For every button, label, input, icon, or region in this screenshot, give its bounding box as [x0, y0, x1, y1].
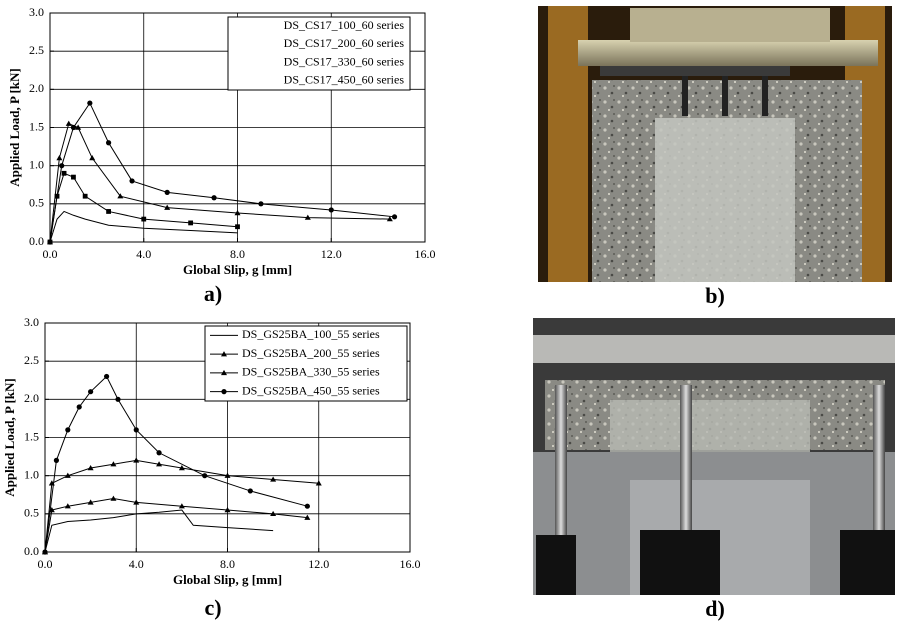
y-tick-label: 3.0	[29, 5, 44, 19]
marker	[56, 155, 62, 160]
y-axis-label: Applied Load, P [kN]	[2, 378, 17, 496]
series-line	[50, 103, 395, 242]
legend-label: DS_CS17_330_60 series	[284, 54, 405, 68]
y-tick-label: 2.5	[24, 353, 39, 367]
marker	[134, 427, 139, 432]
y-tick-label: 2.0	[24, 391, 39, 405]
x-tick-label: 16.0	[415, 247, 436, 261]
x-axis-label: Global Slip, g [mm]	[183, 262, 292, 277]
marker	[165, 190, 170, 195]
marker	[71, 175, 76, 180]
y-tick-label: 2.0	[29, 81, 44, 95]
marker	[106, 140, 111, 145]
legend-label: DS_CS17_100_60 series	[284, 18, 405, 32]
x-tick-label: 0.0	[43, 247, 58, 261]
y-tick-label: 2.5	[29, 43, 44, 57]
y-tick-label: 1.5	[29, 119, 44, 133]
marker	[392, 214, 397, 219]
y-tick-label: 0.5	[24, 506, 39, 520]
marker	[47, 239, 52, 244]
legend-label: DS_GS25BA_100_55 series	[242, 327, 380, 341]
y-tick-label: 3.0	[24, 315, 39, 329]
panel-label: a)	[204, 281, 222, 306]
marker	[77, 404, 82, 409]
marker	[87, 100, 92, 105]
x-tick-label: 8.0	[230, 247, 245, 261]
y-axis-label: Applied Load, P [kN]	[7, 68, 22, 186]
marker	[221, 389, 226, 394]
x-tick-label: 16.0	[400, 557, 421, 571]
y-tick-label: 0.5	[29, 196, 44, 210]
legend-label: DS_GS25BA_330_55 series	[242, 365, 380, 379]
marker	[329, 207, 334, 212]
marker	[89, 155, 95, 160]
y-tick-label: 0.0	[29, 234, 44, 248]
y-tick-label: 1.0	[24, 467, 39, 481]
photo-d	[533, 318, 895, 595]
marker	[115, 397, 120, 402]
marker	[258, 201, 263, 206]
legend-label: DS_CS17_450_60 series	[284, 73, 405, 87]
marker	[83, 194, 88, 199]
x-axis-label: Global Slip, g [mm]	[173, 572, 282, 587]
marker	[188, 221, 193, 226]
chart: 0.0 0.5 1.0 1.5 2.0 2.5 3.0 0.0 4.0 8.0 12.0 16.0 Gl…	[2, 315, 421, 587]
marker	[66, 121, 72, 126]
marker	[54, 458, 59, 463]
x-tick-label: 4.0	[129, 557, 144, 571]
panel-label: b)	[705, 283, 725, 308]
marker	[248, 488, 253, 493]
y-tick-label: 1.0	[29, 157, 44, 171]
x-tick-label: 8.0	[220, 557, 235, 571]
marker	[133, 457, 139, 462]
y-tick-label: 0.0	[24, 544, 39, 558]
marker	[104, 374, 109, 379]
series-line	[45, 510, 273, 552]
marker	[202, 473, 207, 478]
series-line	[45, 499, 307, 552]
marker	[211, 195, 216, 200]
x-tick-label: 12.0	[321, 247, 342, 261]
legend-label: DS_CS17_200_60 series	[284, 36, 405, 50]
panel-label: c)	[204, 595, 221, 620]
legend-label: DS_GS25BA_200_55 series	[242, 346, 380, 360]
marker	[42, 549, 47, 554]
y-tick-label: 1.5	[24, 429, 39, 443]
series-line	[50, 124, 390, 242]
series-line	[45, 376, 307, 552]
marker	[59, 163, 64, 168]
photo-b	[538, 6, 892, 282]
marker	[62, 171, 67, 176]
chart: 0.0 0.5 1.0 1.5 2.0 2.5 3.0 0.0 4.0 8.0 12.0 16.0 Gl…	[7, 5, 436, 277]
marker	[235, 224, 240, 229]
x-tick-label: 0.0	[38, 557, 53, 571]
marker	[88, 389, 93, 394]
marker	[65, 427, 70, 432]
marker	[156, 450, 161, 455]
x-tick-label: 4.0	[136, 247, 151, 261]
x-tick-label: 12.0	[308, 557, 329, 571]
figure: a) b) c) d) 0.0 0.5 1.0 1.5 2.0 2.5 3.0 0.0 4.0 8…	[0, 0, 906, 628]
marker	[141, 217, 146, 222]
panel-label: d)	[705, 596, 725, 621]
marker	[110, 496, 116, 501]
legend-label: DS_GS25BA_450_55 series	[242, 383, 380, 397]
marker	[71, 125, 76, 130]
marker	[129, 178, 134, 183]
marker	[106, 209, 111, 214]
marker	[305, 504, 310, 509]
